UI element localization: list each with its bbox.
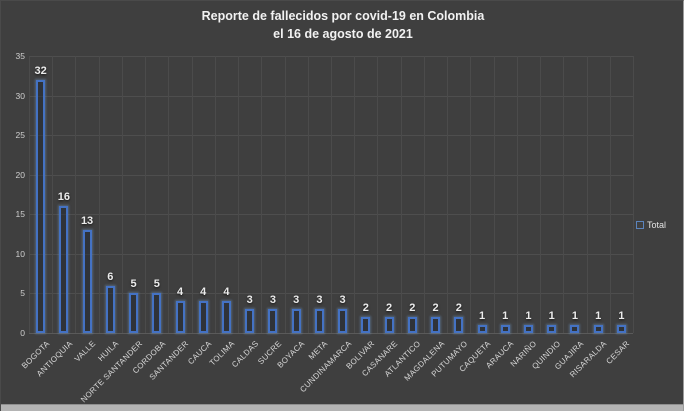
bar-meta: [314, 309, 324, 333]
gridline-x: [609, 56, 611, 333]
bar-putumayo: [454, 317, 464, 333]
y-tick-label: 25: [15, 130, 25, 141]
gridline-x: [168, 56, 170, 333]
bar-value-label: 3: [316, 294, 323, 307]
bar-value-label: 1: [571, 310, 578, 323]
bar-value-label: 6: [107, 270, 114, 283]
gridline-x: [75, 56, 77, 333]
bar-value-label: 13: [80, 215, 94, 228]
bar-value-label: 1: [618, 310, 625, 323]
chart-title: Reporte de fallecidos por covid-19 en Co…: [1, 7, 683, 43]
bar-value-label: 16: [57, 191, 70, 204]
bar-sucre: [268, 309, 278, 333]
gridline-x: [52, 56, 54, 333]
gridline-x: [540, 56, 542, 333]
bar-cesar: [616, 325, 626, 333]
bar-value-label: 1: [595, 310, 602, 323]
gridline-x: [98, 56, 100, 333]
gridline-x: [447, 56, 449, 333]
bar-value-label: 3: [293, 294, 300, 307]
gridline-x: [191, 56, 193, 333]
gridline-x: [307, 56, 309, 333]
bar-atlantico: [407, 317, 417, 333]
bar-value-label: 2: [432, 302, 439, 315]
gridline-x: [586, 56, 588, 333]
y-tick-label: 20: [15, 169, 25, 180]
y-tick-label: 35: [15, 51, 25, 61]
legend-swatch-icon: [636, 221, 644, 229]
legend: Total: [636, 220, 666, 230]
gridline-x: [331, 56, 332, 333]
bar-casanare: [384, 317, 394, 333]
bar-value-label: 4: [200, 286, 207, 299]
bar-quindio: [547, 325, 557, 333]
bar-value-label: 2: [362, 302, 369, 315]
y-tick-label: 15: [15, 209, 25, 220]
bar-value-label: 1: [502, 310, 509, 323]
bar-cauca: [198, 301, 208, 333]
bar-value-label: 2: [409, 302, 416, 315]
chart-title-line-1: Reporte de fallecidos por covid-19 en Co…: [201, 9, 485, 23]
bar-caldas: [245, 309, 255, 333]
bar-value-label: 2: [455, 302, 462, 315]
bar-boyaca: [291, 309, 301, 333]
bar-risaralda: [593, 325, 603, 333]
y-tick-label: 0: [20, 328, 25, 338]
bar-value-label: 3: [246, 294, 253, 307]
bar-caqueta: [477, 325, 487, 333]
bar-value-label: 3: [269, 294, 276, 307]
gridline-x: [633, 56, 634, 333]
bar-value-label: 5: [153, 278, 160, 291]
gridline-y-0: [29, 333, 633, 334]
gridline-x: [377, 56, 379, 333]
bar-cundinamarca: [338, 309, 348, 333]
bar-value-label: 4: [223, 286, 230, 299]
bar-value-label: 3: [339, 294, 346, 307]
bar-value-label: 4: [176, 286, 184, 299]
sheet-background-strip: [1, 404, 683, 411]
bar-nariño: [523, 325, 533, 333]
y-tick-label: 10: [15, 248, 25, 259]
legend-label: Total: [647, 220, 667, 230]
bar-valle: [82, 230, 92, 333]
bar-santander: [175, 301, 185, 333]
bar-tolima: [221, 301, 231, 333]
gridline-x: [284, 56, 286, 333]
bar-bolivar: [361, 317, 371, 333]
bar-value-label: 1: [478, 310, 486, 323]
gridline-x: [423, 56, 425, 333]
gridline-x: [354, 56, 356, 333]
gridline-x: [261, 56, 263, 333]
gridline-x: [400, 56, 402, 333]
bar-value-label: 5: [130, 278, 137, 291]
bar-arauca: [500, 325, 510, 333]
bar-value-label: 32: [34, 64, 47, 77]
chart-title-line-2: el 16 de agosto de 2021: [273, 27, 413, 41]
gridline-x: [121, 56, 123, 333]
gridline-x: [238, 56, 240, 333]
y-tick-label: 30: [15, 90, 25, 101]
gridline-x: [516, 56, 518, 333]
bar-antioquia: [59, 206, 69, 333]
y-tick-label: 5: [20, 288, 25, 299]
gridline-x: [470, 56, 472, 333]
bar-huila: [105, 285, 115, 333]
gridline-x: [214, 56, 216, 333]
bar-guajira: [570, 325, 580, 333]
bar-value-label: 2: [386, 302, 393, 315]
bar-cordoba: [152, 293, 162, 333]
gridline-x: [493, 56, 495, 333]
gridline-x: [29, 56, 30, 333]
bar-value-label: 1: [548, 310, 555, 323]
bar-norte-santander: [129, 293, 139, 333]
gridline-x: [563, 56, 565, 333]
gridline-x: [145, 56, 147, 333]
bar-magdalena: [431, 317, 441, 333]
bar-bogota: [36, 79, 46, 333]
bar-value-label: 1: [525, 310, 532, 323]
